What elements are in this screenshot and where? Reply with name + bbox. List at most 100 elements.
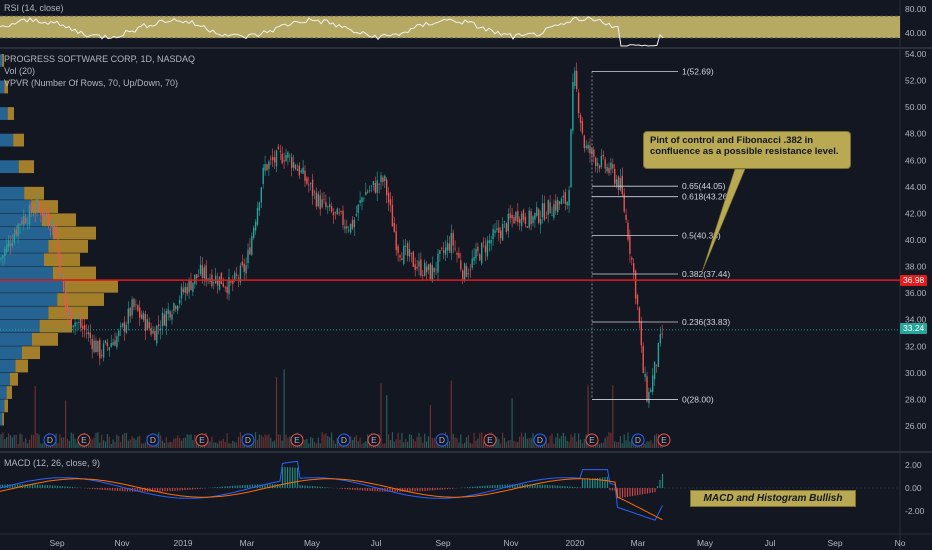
- candle-body: [40, 207, 42, 216]
- volume-bar: [469, 442, 471, 448]
- price-tick: 50.00: [905, 102, 927, 112]
- signal-line: [0, 478, 663, 521]
- macd-hist-bar: [429, 488, 431, 491]
- candle-body: [412, 251, 414, 267]
- macd-hist-bar: [646, 488, 649, 494]
- macd-hist-bar: [121, 488, 124, 492]
- candle-body: [82, 326, 84, 329]
- candle-body: [653, 361, 656, 379]
- candle-body: [99, 339, 101, 359]
- vpvr-row-up: [0, 54, 3, 67]
- volume-bar: [255, 432, 257, 448]
- macd-hist-bar: [181, 488, 184, 491]
- macd-hist-bar: [561, 485, 564, 488]
- volume-bar: [323, 434, 325, 448]
- macd-hist-bar: [651, 488, 654, 493]
- candle-body: [178, 299, 181, 304]
- candle-body: [184, 286, 186, 293]
- volume-bar: [222, 438, 224, 448]
- event-marker-label: D: [537, 435, 543, 445]
- candle-body: [526, 226, 528, 228]
- macd-hist-bar: [521, 484, 524, 488]
- macd-hist-bar: [276, 484, 279, 488]
- candle-body: [617, 176, 620, 190]
- candle-body: [359, 199, 361, 203]
- macd-hist-bar: [421, 488, 424, 492]
- candle-body: [70, 308, 72, 326]
- volume-bar: [76, 442, 78, 448]
- macd-hist-bar: [539, 484, 541, 488]
- macd-hist-bar: [464, 487, 466, 488]
- candle-body: [606, 167, 608, 172]
- candle-body: [241, 261, 243, 266]
- price-tick: 30.00: [905, 368, 927, 378]
- vpvr-row-up: [0, 346, 22, 360]
- candle-body: [317, 193, 319, 207]
- candle-body: [446, 242, 449, 251]
- volume-bar: [654, 435, 656, 448]
- macd-hist-bar: [549, 485, 551, 488]
- candle-body: [351, 220, 354, 229]
- volume-bar: [104, 441, 107, 448]
- macd-hist-bar: [424, 488, 426, 491]
- macd-hist-bar: [591, 478, 594, 488]
- macd-hist-bar: [306, 485, 309, 488]
- volume-bar: [414, 441, 416, 448]
- volume-bar: [36, 433, 38, 448]
- macd-hist-bar: [144, 488, 146, 492]
- macd-hist-bar: [566, 486, 569, 488]
- candle-body: [361, 197, 363, 203]
- vpvr-row-up: [0, 372, 10, 386]
- macd-hist-bar: [536, 484, 539, 488]
- vpvr-row-up: [0, 226, 53, 240]
- macd-hist-bar: [281, 467, 284, 488]
- candle-body: [608, 167, 610, 174]
- candle-body: [251, 236, 253, 255]
- macd-hist-bar: [234, 485, 236, 488]
- volume-bar: [317, 437, 319, 448]
- candle-body: [338, 212, 340, 214]
- candle-body: [534, 213, 536, 220]
- candle-body: [486, 240, 489, 257]
- candle-body: [454, 248, 456, 250]
- candle-body: [298, 165, 300, 176]
- candle-body: [156, 325, 158, 344]
- volume-bar: [334, 443, 336, 448]
- volume-bar: [144, 442, 146, 448]
- volume-bar: [97, 432, 99, 448]
- macd-tick-0: 0.00: [905, 483, 922, 493]
- candle-body: [165, 311, 167, 327]
- volume-bar: [258, 434, 260, 448]
- macd-hist-bar: [219, 486, 221, 488]
- fib-level-label: 0.5(40.35): [682, 230, 721, 240]
- volume-bar: [401, 432, 403, 448]
- candle-body: [547, 199, 549, 215]
- volume-bar: [397, 432, 399, 448]
- candle-body: [435, 269, 437, 271]
- candle-body: [473, 257, 475, 261]
- macd-hist-bar: [0, 484, 1, 488]
- macd-hist-bar: [69, 486, 71, 488]
- vpvr-row-down: [31, 200, 58, 213]
- volume-bar: [207, 438, 209, 448]
- candle-body: [235, 274, 238, 276]
- macd-hist-bar: [346, 488, 349, 490]
- macd-hist-bar: [294, 467, 296, 488]
- candle-body: [201, 265, 204, 278]
- volume-bar: [15, 434, 17, 448]
- macd-hist-bar: [631, 488, 634, 497]
- candle-body: [368, 190, 371, 192]
- volume-bar: [281, 440, 283, 448]
- price-axis: 54.00 52.00 50.00 48.00 46.00 44.00 42.00 40.00…: [905, 49, 927, 431]
- volume-bar: [604, 438, 606, 448]
- volume-bar: [133, 437, 135, 448]
- candle-body: [346, 226, 348, 229]
- macd-hist-bar: [379, 488, 381, 492]
- candle-body: [321, 199, 323, 208]
- candle-body: [539, 219, 542, 225]
- macd-hist-bar: [174, 488, 176, 491]
- volume-bar: [610, 432, 612, 448]
- macd-hist-bar: [311, 486, 314, 488]
- candle-body: [604, 159, 606, 169]
- macd-hist-bar: [589, 478, 591, 488]
